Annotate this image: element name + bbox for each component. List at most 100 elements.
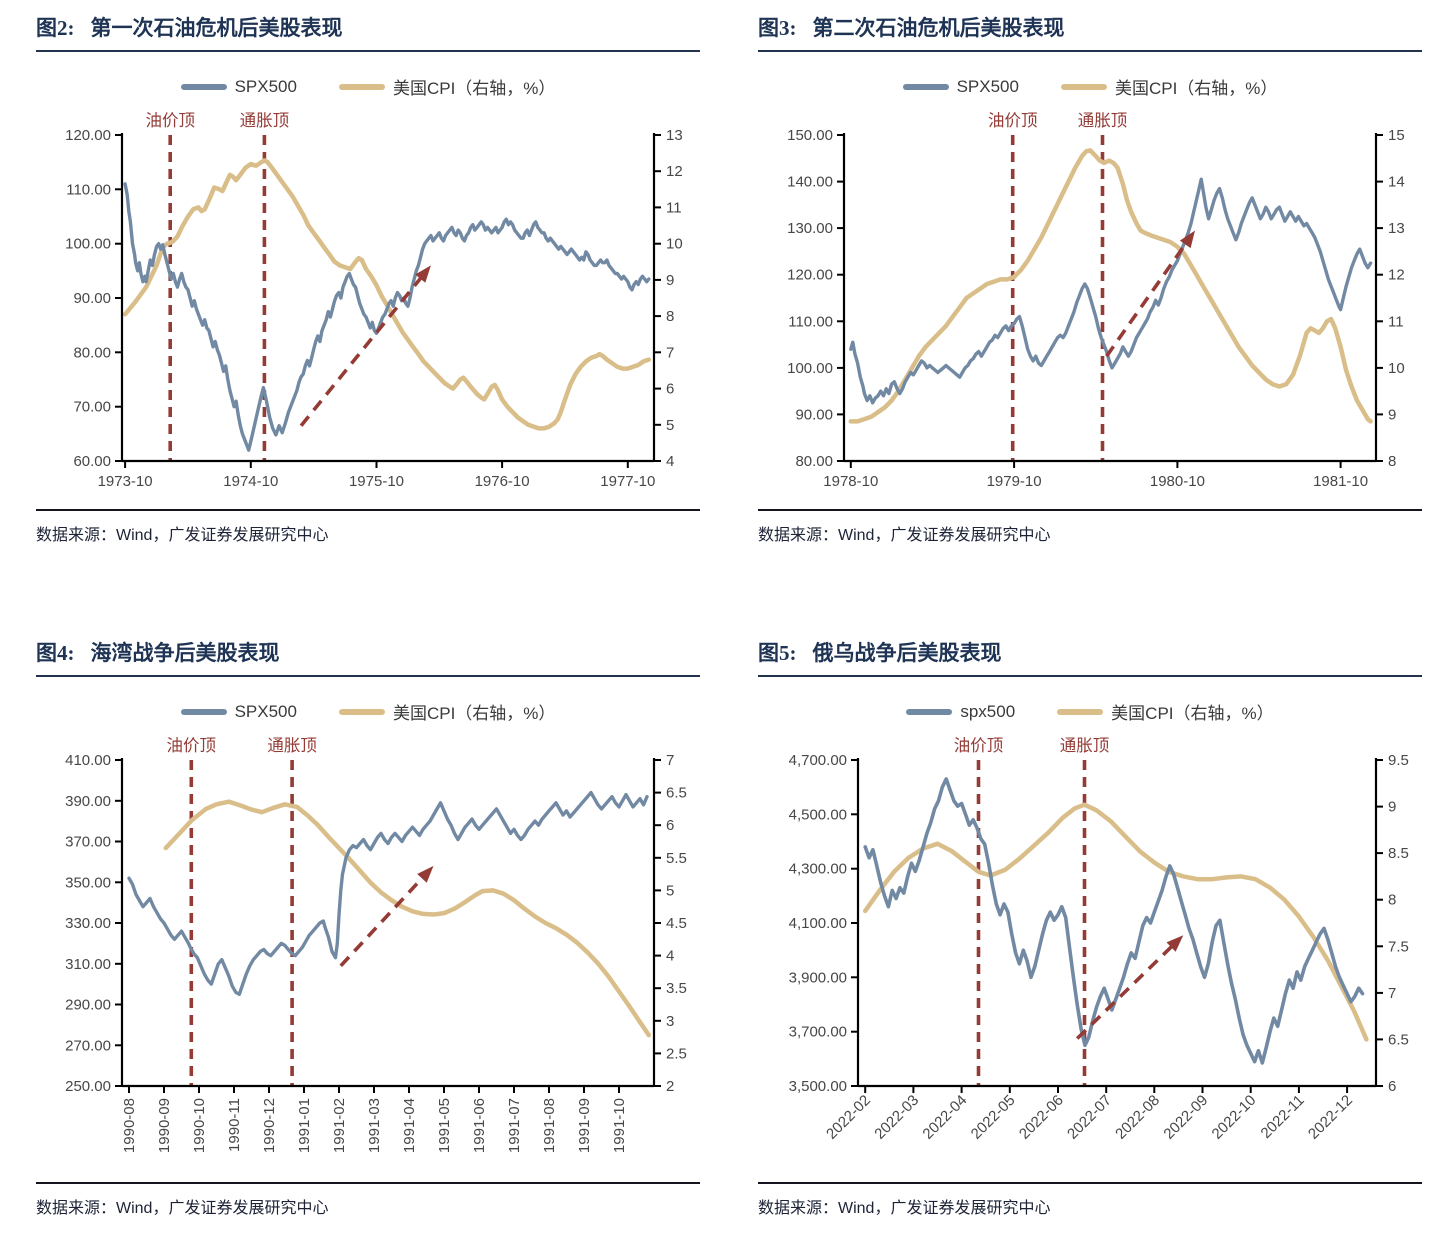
svg-text:2022-07: 2022-07 [1064,1092,1115,1143]
svg-text:1990-10: 1990-10 [191,1098,208,1153]
svg-text:130.00: 130.00 [787,220,833,237]
svg-text:6.5: 6.5 [666,785,687,802]
svg-text:2022-11: 2022-11 [1258,1092,1308,1142]
legend-item-spx: spx500 [906,699,1015,724]
svg-text:3,500.00: 3,500.00 [789,1078,847,1095]
svg-text:1990-11: 1990-11 [226,1098,243,1152]
legend-label-cpi: 美国CPI（右轴，%） [1114,79,1278,98]
legend-item-spx: SPX500 [180,74,297,99]
figure-number: 图2: [36,16,75,40]
svg-text:60.00: 60.00 [73,453,111,470]
svg-text:1991-08: 1991-08 [541,1098,558,1153]
spx-line-swatch [180,83,227,90]
svg-text:5: 5 [666,882,674,899]
figure-panel-4: 图4: 海湾战争后美股表现 SPX500 美国CPI（右轴，%） 油价顶 通胀顶 2… [36,637,700,1218]
event-label: 通胀顶 [1078,111,1128,130]
figure-title-text: 第一次石油危机后美股表现 [90,16,343,40]
svg-text:6: 6 [666,817,674,834]
figure-title: 图5: 俄乌战争后美股表现 [758,637,1422,677]
svg-text:2022-02: 2022-02 [823,1092,874,1143]
svg-text:4: 4 [666,948,674,965]
legend-item-cpi: 美国CPI（右轴，%） [338,699,555,724]
spx-line-swatch [902,83,949,90]
svg-text:120.00: 120.00 [787,267,833,284]
trend-arrow-head [417,865,434,883]
svg-text:1991-05: 1991-05 [436,1098,453,1153]
event-label: 油价顶 [988,111,1038,130]
svg-text:11: 11 [1388,313,1404,330]
svg-text:1991-04: 1991-04 [401,1098,418,1153]
svg-text:1973-10: 1973-10 [98,473,153,490]
svg-text:290.00: 290.00 [65,997,111,1014]
legend-item-cpi: 美国CPI（右轴，%） [1060,74,1278,99]
figure-number: 图3: [758,16,797,40]
event-label: 通胀顶 [1060,736,1110,755]
svg-text:90.00: 90.00 [73,290,111,307]
legend-item-spx: SPX500 [180,699,297,724]
svg-text:80.00: 80.00 [73,344,111,361]
figure-title-text: 俄乌战争后美股表现 [812,641,1002,665]
svg-text:1990-08: 1990-08 [121,1098,138,1153]
svg-text:110.00: 110.00 [66,181,111,198]
chart-canvas-fig5: 油价顶 通胀顶 3,500.00 3,700.00 3,900.00 4,100.00 4,… [758,726,1422,1178]
svg-text:1978-10: 1978-10 [823,473,878,490]
svg-text:8.5: 8.5 [1388,845,1409,862]
svg-text:5.5: 5.5 [666,850,687,867]
svg-text:4,500.00: 4,500.00 [789,806,847,823]
svg-text:2022-12: 2022-12 [1305,1092,1356,1143]
figure-panel-2: 图2: 第一次石油危机后美股表现 SPX500 美国CPI（右轴，%） 油价顶 通… [36,12,700,545]
figure-panel-5: 图5: 俄乌战争后美股表现 spx500 美国CPI（右轴，%） 油价顶 通胀顶 3… [758,637,1422,1218]
svg-text:250.00: 250.00 [65,1078,111,1095]
svg-text:4.5: 4.5 [666,915,687,932]
svg-text:3: 3 [666,1013,674,1030]
svg-text:310.00: 310.00 [65,956,111,973]
data-source: 数据来源：Wind，广发证券发展研究中心 [758,1182,1422,1218]
trend-arrow-shaft [1075,944,1174,1040]
svg-text:410.00: 410.00 [65,752,111,769]
cpi-line-swatch [338,83,385,90]
figure-title-text: 第二次石油危机后美股表现 [812,16,1065,40]
figure-panel-3: 图3: 第二次石油危机后美股表现 SPX500 美国CPI（右轴，%） 油价顶 通… [758,12,1422,545]
svg-text:9.5: 9.5 [1388,752,1409,769]
trend-arrow-head [415,265,431,283]
chart-legend: SPX500 美国CPI（右轴，%） [36,699,700,724]
svg-text:3,900.00: 3,900.00 [789,969,847,986]
cpi-line-swatch [1060,83,1107,90]
svg-text:6: 6 [1388,1078,1396,1095]
svg-text:2: 2 [666,1078,674,1095]
cpi-line-swatch [338,708,385,715]
svg-text:7: 7 [666,752,674,769]
line-chart-svg: 油价顶 通胀顶 250.00 270.00 290.00 310.00 330.00 350.… [65,736,687,1153]
svg-text:3.5: 3.5 [666,980,687,997]
svg-text:4,100.00: 4,100.00 [789,915,847,932]
chart-legend: SPX500 美国CPI（右轴，%） [36,74,700,99]
svg-text:2022-05: 2022-05 [968,1092,1019,1143]
spx-line-swatch [906,708,953,715]
data-source: 数据来源：Wind，广发证券发展研究中心 [36,509,700,545]
svg-text:6.5: 6.5 [1388,1031,1409,1048]
svg-text:13: 13 [666,127,683,144]
svg-text:8: 8 [1388,892,1396,909]
svg-text:6: 6 [666,381,674,398]
svg-text:120.00: 120.00 [65,127,111,144]
event-label: 油价顶 [145,111,195,130]
svg-text:1980-10: 1980-10 [1150,473,1205,490]
event-label: 通胀顶 [240,111,290,130]
svg-text:1991-10: 1991-10 [611,1098,628,1153]
legend-item-spx: SPX500 [902,74,1019,99]
svg-text:350.00: 350.00 [65,874,111,891]
svg-text:9: 9 [1388,799,1396,816]
chart-legend: spx500 美国CPI（右轴，%） [758,699,1422,724]
event-label: 通胀顶 [267,736,317,755]
cpi-line-swatch [1057,708,1104,715]
svg-text:1977-10: 1977-10 [600,473,655,490]
figure-number: 图4: [36,641,75,665]
svg-text:1976-10: 1976-10 [475,473,530,490]
chart-canvas-fig2: 油价顶 通胀顶 60.00 70.00 80.00 90.00 100.00 110.00 12… [36,101,700,505]
svg-text:100.00: 100.00 [787,360,833,377]
svg-text:80.00: 80.00 [795,453,833,470]
line-chart-svg: 油价顶 通胀顶 3,500.00 3,700.00 3,900.00 4,100.00 4,… [789,736,1409,1143]
svg-text:15: 15 [1388,127,1405,144]
svg-text:11: 11 [666,199,682,216]
svg-text:7: 7 [666,344,674,361]
